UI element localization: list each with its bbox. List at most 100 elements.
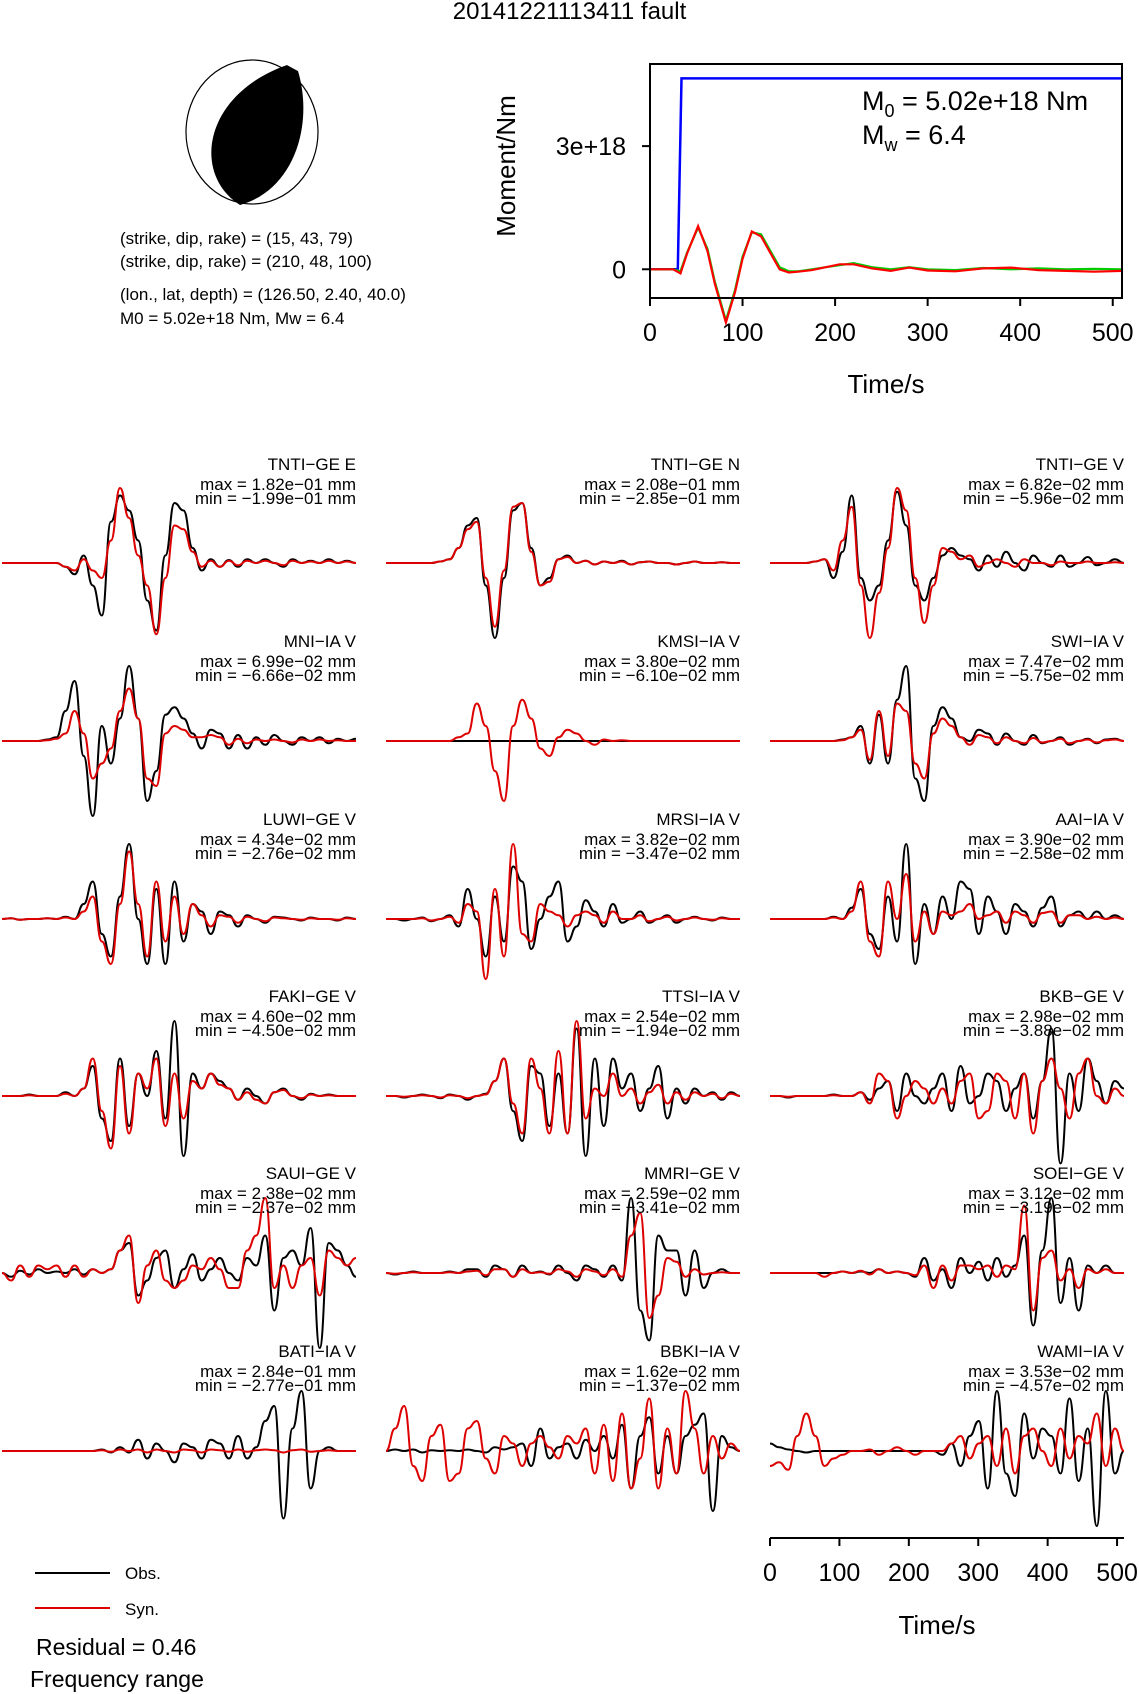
nodal-plane-1: (strike, dip, rake) = (15, 43, 79)	[120, 229, 353, 248]
station-label: BBKI−IA V	[660, 1342, 741, 1361]
min-amplitude: min = −3.88e−02 mm	[963, 1021, 1124, 1040]
min-amplitude: min = −3.41e−02 mm	[579, 1198, 740, 1217]
station-label: SOEI−GE V	[1033, 1164, 1125, 1183]
max-amplitude: max = 3.80e−02 mm	[584, 652, 740, 671]
legend-syn-label: Syn.	[125, 1600, 160, 1619]
obs-trace	[769, 490, 1125, 602]
max-amplitude: max = 3.90e−02 mm	[968, 830, 1124, 849]
max-amplitude: max = 2.38e−02 mm	[200, 1184, 356, 1203]
max-amplitude: max = 2.59e−02 mm	[584, 1184, 740, 1203]
station-label: TNTI−GE N	[651, 455, 740, 474]
syn-trace	[769, 1057, 1125, 1135]
syn-trace	[385, 1019, 741, 1135]
beachball-icon	[185, 58, 319, 205]
syn-trace	[1, 1057, 356, 1150]
legend-lines	[35, 1572, 110, 1609]
moment-xtick-label: 300	[907, 319, 949, 347]
max-amplitude: max = 2.54e−02 mm	[584, 1007, 740, 1026]
obs-trace	[1, 1226, 357, 1350]
min-amplitude: min = −2.76e−02 mm	[195, 844, 356, 863]
min-amplitude: min = −1.94e−02 mm	[579, 1021, 740, 1040]
max-amplitude: max = 2.08e−01 mm	[584, 475, 740, 494]
moment-xtick-label: 400	[999, 319, 1041, 347]
syn-trace	[2, 1448, 356, 1454]
moment-xtick-label: 100	[722, 319, 764, 347]
frequency-range-label: Frequency range	[30, 1666, 204, 1692]
residual-value: Residual = 0.46	[36, 1634, 197, 1660]
min-amplitude: min = −3.47e−02 mm	[579, 844, 740, 863]
max-amplitude: max = 2.98e−02 mm	[968, 1007, 1124, 1026]
moment-summary: M0 = 5.02e+18 Nm, Mw = 6.4	[120, 309, 345, 328]
obs-trace	[385, 1196, 740, 1342]
station-label: BKB−GE V	[1039, 987, 1124, 1006]
syn-trace	[769, 1412, 1125, 1475]
station-label: SWI−IA V	[1051, 632, 1125, 651]
min-amplitude: min = −5.96e−02 mm	[963, 489, 1124, 508]
max-amplitude: max = 4.60e−02 mm	[200, 1007, 356, 1026]
wf-xtick-label: 200	[888, 1559, 930, 1587]
station-label: LUWI−GE V	[263, 810, 357, 829]
max-amplitude: max = 1.82e−01 mm	[200, 475, 356, 494]
min-amplitude: min = −2.37e−02 mm	[195, 1198, 356, 1217]
station-label: TNTI−GE E	[268, 455, 356, 474]
syn-trace	[770, 872, 1125, 958]
max-amplitude: max = 6.99e−02 mm	[200, 652, 356, 671]
obs-trace	[769, 1389, 1125, 1528]
min-amplitude: min = −3.19e−02 mm	[963, 1198, 1124, 1217]
obs-trace	[386, 865, 740, 958]
moment-ylabel: Moment/Nm	[491, 95, 521, 237]
syn-trace	[385, 1389, 741, 1490]
syn-trace	[1, 1196, 357, 1305]
syn-trace	[770, 702, 1125, 780]
max-amplitude: max = 3.82e−02 mm	[584, 830, 740, 849]
max-amplitude: max = 3.12e−02 mm	[968, 1184, 1124, 1203]
syn-trace	[1, 850, 357, 966]
moment-xtick-label: 200	[814, 319, 856, 347]
syn-trace	[1, 486, 357, 636]
station-label: MRSI−IA V	[656, 810, 740, 829]
station-label: BATI−IA V	[278, 1342, 356, 1361]
moment-xtick-label: 0	[643, 319, 657, 347]
wf-xtick-label: 400	[1027, 1559, 1069, 1587]
moment-xlabel: Time/s	[847, 369, 924, 399]
min-amplitude: min = −2.77e−01 mm	[195, 1376, 356, 1395]
max-amplitude: max = 4.34e−02 mm	[200, 830, 356, 849]
min-amplitude: min = −4.50e−02 mm	[195, 1021, 356, 1040]
min-amplitude: min = −1.99e−01 mm	[195, 489, 356, 508]
max-amplitude: max = 3.53e−02 mm	[968, 1362, 1124, 1381]
station-label: WAMI−IA V	[1037, 1342, 1124, 1361]
min-amplitude: min = −1.37e−02 mm	[579, 1376, 740, 1395]
min-amplitude: min = −5.75e−02 mm	[963, 666, 1124, 685]
wf-xtick-label: 0	[763, 1559, 777, 1587]
wf-xtick-label: 500	[1096, 1559, 1138, 1587]
moment-m0-annotation: M0 = 5.02e+18 Nm	[862, 86, 1088, 121]
station-label: FAKI−GE V	[269, 987, 357, 1006]
wf-xtick-label: 300	[957, 1559, 999, 1587]
moment-series-2	[650, 223, 1123, 327]
station-label: MMRI−GE V	[644, 1164, 741, 1183]
obs-trace	[385, 1412, 741, 1513]
moment-ytick-label: 0	[612, 256, 626, 284]
obs-trace	[2, 1389, 356, 1520]
obs-trace	[770, 664, 1125, 803]
moment-mw-annotation: Mw = 6.4	[862, 120, 966, 155]
syn-trace	[2, 687, 356, 788]
moment-plot-frame	[649, 63, 1123, 299]
syn-trace	[769, 486, 1125, 640]
syn-trace	[385, 501, 740, 628]
legend-obs-label: Obs.	[125, 1564, 161, 1583]
max-amplitude: max = 7.47e−02 mm	[968, 652, 1124, 671]
moment-ytick-label: 3e+18	[556, 133, 626, 161]
obs-trace	[385, 501, 740, 640]
station-label: SAUI−GE V	[266, 1164, 357, 1183]
syn-trace	[385, 1211, 740, 1320]
min-amplitude: min = −2.85e−01 mm	[579, 489, 740, 508]
obs-trace	[2, 664, 357, 818]
wf-xlabel: Time/s	[898, 1610, 975, 1640]
min-amplitude: min = −6.10e−02 mm	[579, 666, 740, 685]
station-label: MNI−IA V	[284, 632, 357, 651]
station-label: TTSI−IA V	[662, 987, 741, 1006]
syn-trace	[386, 698, 740, 803]
min-amplitude: min = −2.58e−02 mm	[963, 844, 1124, 863]
